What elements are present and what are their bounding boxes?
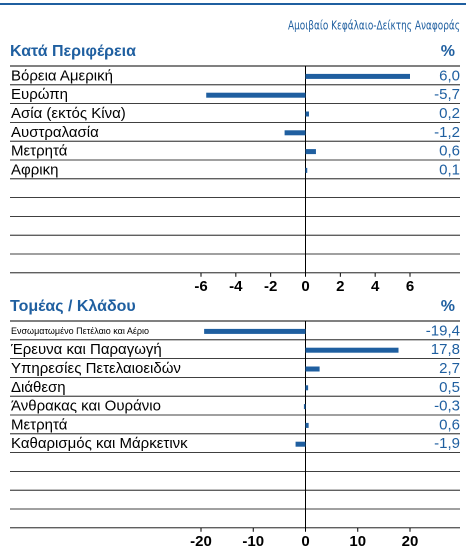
x-tick-label: 10 [349, 533, 366, 550]
category-label: Αυστραλασία [11, 124, 99, 141]
x-tick-label: -4 [229, 278, 243, 295]
value-label: -0,3 [434, 398, 460, 415]
category-label: Διάθεση [11, 379, 66, 396]
x-tick-label: 20 [402, 533, 419, 550]
value-header: % [441, 298, 455, 315]
category-label: Μετρητά [11, 143, 68, 160]
panel-title: Κατά Περιφέρεια [10, 43, 136, 60]
value-label: 0,6 [439, 143, 460, 160]
bar [204, 328, 306, 334]
category-label: Καθαρισμός και Μάρκετινκ [11, 435, 188, 452]
bar [303, 404, 306, 410]
x-tick-label: 4 [371, 278, 380, 295]
bar [305, 422, 309, 428]
category-label: Βόρεια Αμερική [11, 67, 113, 84]
bar [305, 111, 309, 117]
category-label: Μετρητά [11, 416, 68, 433]
value-label: -5,7 [434, 86, 460, 103]
x-tick-label: 2 [336, 278, 344, 295]
bar [284, 130, 306, 136]
category-label: Άνθρακας και Ουράνιο [11, 398, 161, 415]
value-label: -1,2 [434, 124, 460, 141]
x-tick-label: -10 [242, 533, 264, 550]
x-tick-label: 0 [301, 533, 309, 550]
bar [305, 149, 316, 155]
category-label: Ασία (εκτός Κίνα) [11, 105, 126, 122]
x-tick-label: -2 [264, 278, 277, 295]
panel-title: Τομέας / Κλάδου [10, 298, 136, 315]
value-label: 6,0 [439, 67, 460, 84]
x-tick-label: -20 [190, 533, 212, 550]
bar [305, 347, 399, 353]
category-label: Ευρώπη [11, 86, 68, 103]
value-label: -1,9 [434, 435, 460, 452]
category-label: Αφρικη [11, 161, 58, 178]
category-label: Ενσωματωμένο Πετέλαιο και Αέριο [11, 326, 149, 336]
category-label: Υπηρεσίες Πετελαιοειδών [11, 360, 181, 377]
bar [295, 441, 306, 447]
x-tick-label: 6 [406, 278, 414, 295]
x-tick-label: 0 [301, 278, 309, 295]
value-label: -19,4 [426, 322, 460, 339]
bar [206, 92, 306, 98]
bar [305, 73, 410, 79]
value-header: % [441, 43, 455, 60]
value-label: 0,6 [439, 416, 460, 433]
legend-text: Αμοιβαίο Κεφάλαιο-Δείκτης Αναφοράς [288, 19, 460, 33]
value-label: 0,2 [439, 105, 460, 122]
bar [305, 366, 320, 372]
bar [305, 385, 309, 391]
value-label: 0,1 [439, 161, 460, 178]
bar [305, 167, 308, 173]
x-tick-label: -6 [194, 278, 207, 295]
value-label: 17,8 [431, 341, 460, 358]
category-label: Έρευνα και Παραγωγή [10, 341, 162, 358]
value-label: 0,5 [439, 379, 460, 396]
value-label: 2,7 [439, 360, 460, 377]
